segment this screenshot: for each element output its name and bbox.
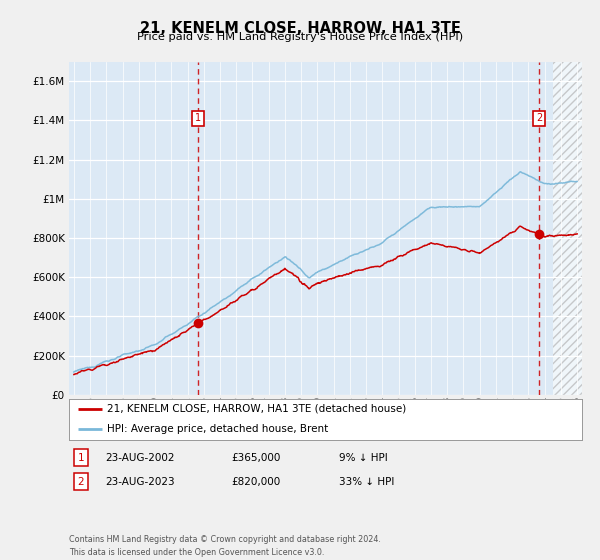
Text: HPI: Average price, detached house, Brent: HPI: Average price, detached house, Bren…	[107, 424, 329, 434]
Text: 1: 1	[195, 113, 201, 123]
Text: 2: 2	[536, 113, 542, 123]
Text: 21, KENELM CLOSE, HARROW, HA1 3TE: 21, KENELM CLOSE, HARROW, HA1 3TE	[140, 21, 460, 36]
Text: 1: 1	[77, 452, 85, 463]
Text: £365,000: £365,000	[231, 452, 280, 463]
Text: 21, KENELM CLOSE, HARROW, HA1 3TE (detached house): 21, KENELM CLOSE, HARROW, HA1 3TE (detac…	[107, 404, 407, 414]
Text: £820,000: £820,000	[231, 477, 280, 487]
Text: 2: 2	[77, 477, 85, 487]
Text: 23-AUG-2023: 23-AUG-2023	[105, 477, 175, 487]
Text: 9% ↓ HPI: 9% ↓ HPI	[339, 452, 388, 463]
Text: Contains HM Land Registry data © Crown copyright and database right 2024.
This d: Contains HM Land Registry data © Crown c…	[69, 535, 381, 557]
Bar	[553, 62, 582, 395]
Text: 23-AUG-2002: 23-AUG-2002	[105, 452, 175, 463]
Text: Price paid vs. HM Land Registry's House Price Index (HPI): Price paid vs. HM Land Registry's House …	[137, 32, 463, 43]
Text: 33% ↓ HPI: 33% ↓ HPI	[339, 477, 394, 487]
